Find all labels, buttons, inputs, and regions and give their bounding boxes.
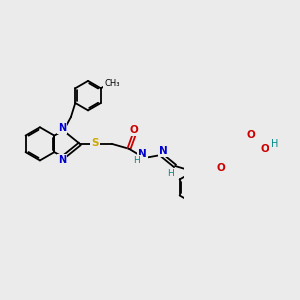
Text: N: N <box>138 149 147 159</box>
Text: N: N <box>159 146 168 156</box>
Text: H: H <box>134 156 140 165</box>
Text: N: N <box>58 123 66 133</box>
Text: O: O <box>247 130 255 140</box>
Text: S: S <box>91 138 98 148</box>
Text: H: H <box>271 139 278 149</box>
Text: O: O <box>130 125 138 135</box>
Text: H: H <box>167 169 173 178</box>
Text: CH₃: CH₃ <box>104 79 120 88</box>
Text: N: N <box>58 155 66 165</box>
Text: O: O <box>260 144 269 154</box>
Text: O: O <box>216 164 225 173</box>
